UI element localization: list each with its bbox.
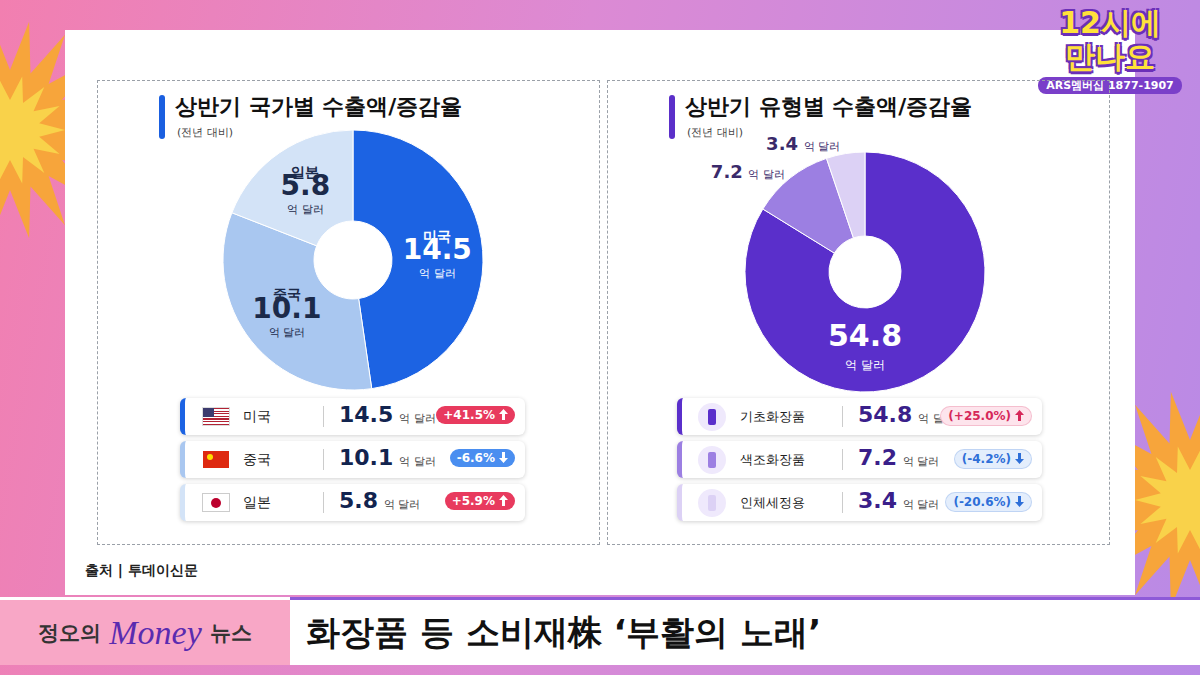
html-text:(-20.6%): (-20.6%) — [953, 495, 1011, 509]
svg-text:미국14.5억 달러: 미국14.5억 달러 — [403, 228, 472, 280]
html-text:14.5 억 달러: 14.5 억 달러 — [339, 402, 436, 427]
svg-text:7.2 억 달러: 7.2 억 달러 — [711, 161, 785, 182]
html-text:색조화장품: 색조화장품 — [740, 452, 805, 467]
html-text:10.1 억 달러: 10.1 억 달러 — [339, 445, 436, 470]
html-text:7.2 억 달러: 7.2 억 달러 — [858, 445, 940, 470]
html-text:상반기 유형별 수출액/증감율: 상반기 유형별 수출액/증감율 — [685, 94, 973, 119]
html-text:중국: 중국 — [243, 451, 271, 467]
html-text:(전년 대비): (전년 대비) — [177, 126, 234, 139]
html-text:12시에: 12시에 — [1059, 5, 1161, 40]
html-text:상반기 국가별 수출액/증감율: 상반기 국가별 수출액/증감율 — [175, 94, 463, 119]
svg-text:3.4 억 달러: 3.4 억 달러 — [766, 133, 840, 154]
svg-text:54.8억 달러: 54.8억 달러 — [828, 318, 902, 372]
html-text:54.8 억 달러: 54.8 억 달러 — [858, 402, 955, 427]
html-text:+5.9%: +5.9% — [451, 494, 495, 508]
html-text:3.4 억 달러: 3.4 억 달러 — [858, 488, 940, 513]
html-text:(+25.0%): (+25.0%) — [948, 409, 1011, 423]
html-text:화장품 등 소비재株 ‘부활의 노래’: 화장품 등 소비재株 ‘부활의 노래’ — [306, 611, 822, 652]
html-text:(-4.2%): (-4.2%) — [961, 452, 1011, 466]
html-text:-6.6%: -6.6% — [456, 451, 495, 465]
html-text:만나요: 만나요 — [1065, 39, 1155, 74]
html-text:인체세정용: 인체세정용 — [740, 495, 805, 510]
html-text:ARS멤버십 1877-1907: ARS멤버십 1877-1907 — [1046, 79, 1174, 92]
html-text:일본: 일본 — [243, 494, 271, 510]
svg-text:중국10.1억 달러: 중국10.1억 달러 — [252, 286, 321, 338]
html-text:5.8 억 달러: 5.8 억 달러 — [339, 488, 421, 513]
html-text:+41.5%: +41.5% — [443, 408, 495, 422]
svg-text:일본5.8억 달러: 일본5.8억 달러 — [281, 164, 331, 216]
html-text:기초화장품: 기초화장품 — [740, 409, 805, 424]
html-text:미국: 미국 — [243, 408, 271, 424]
html-text:출처 | 투데이신문: 출처 | 투데이신문 — [85, 562, 198, 578]
html-text:(전년 대비): (전년 대비) — [687, 126, 744, 139]
html-text:정오의 Money 뉴스: 정오의 Money 뉴스 — [38, 613, 252, 651]
